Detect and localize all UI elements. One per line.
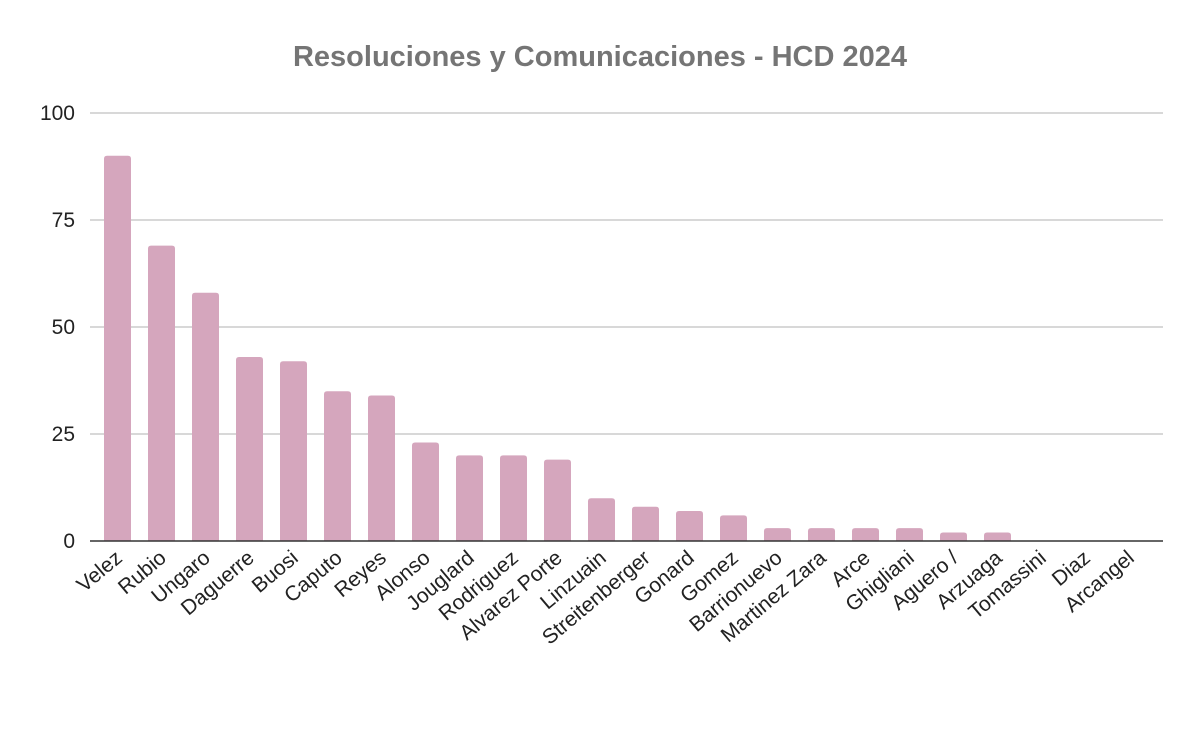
chart-title: Resoluciones y Comunicaciones - HCD 2024 [293, 41, 907, 73]
y-tick-label: 50 [52, 316, 75, 339]
bar-gonard [676, 511, 703, 541]
bar-rubio [148, 245, 175, 541]
bar-arzuaga [984, 532, 1011, 541]
bar-arce [852, 528, 879, 541]
bar-caputo [324, 391, 351, 541]
bar-alvarez-porte [544, 459, 571, 541]
y-tick-label: 0 [63, 530, 75, 553]
bar-alonso [412, 442, 439, 541]
bar-ungaro [192, 292, 219, 541]
y-axis-ticks: 0 25 50 75 100 [40, 102, 75, 553]
bar-aguero [940, 532, 967, 541]
x-axis-ticks: VelezRubioUngaroDaguerreBuosiCaputoReyes… [73, 546, 1139, 649]
bar-gomez [720, 515, 747, 541]
x-tick-label: Velez [73, 546, 127, 597]
y-tick-label: 25 [52, 423, 75, 446]
gridlines [90, 112, 1163, 435]
bar-reyes [368, 395, 395, 541]
bar-martinez-zara [808, 528, 835, 541]
bar-velez [104, 155, 131, 542]
bar-rodriguez [500, 455, 527, 541]
bar-ghigliani [896, 528, 923, 541]
bar-streitenberger [632, 506, 659, 541]
y-tick-label: 75 [52, 209, 75, 232]
bar-jouglard [456, 455, 483, 541]
bar-buosi [280, 361, 307, 541]
y-tick-label: 100 [40, 102, 75, 125]
bar-daguerre [236, 356, 263, 541]
bar-linzuain [588, 498, 615, 541]
bars [104, 155, 1011, 542]
bar-barrionuevo [764, 528, 791, 541]
